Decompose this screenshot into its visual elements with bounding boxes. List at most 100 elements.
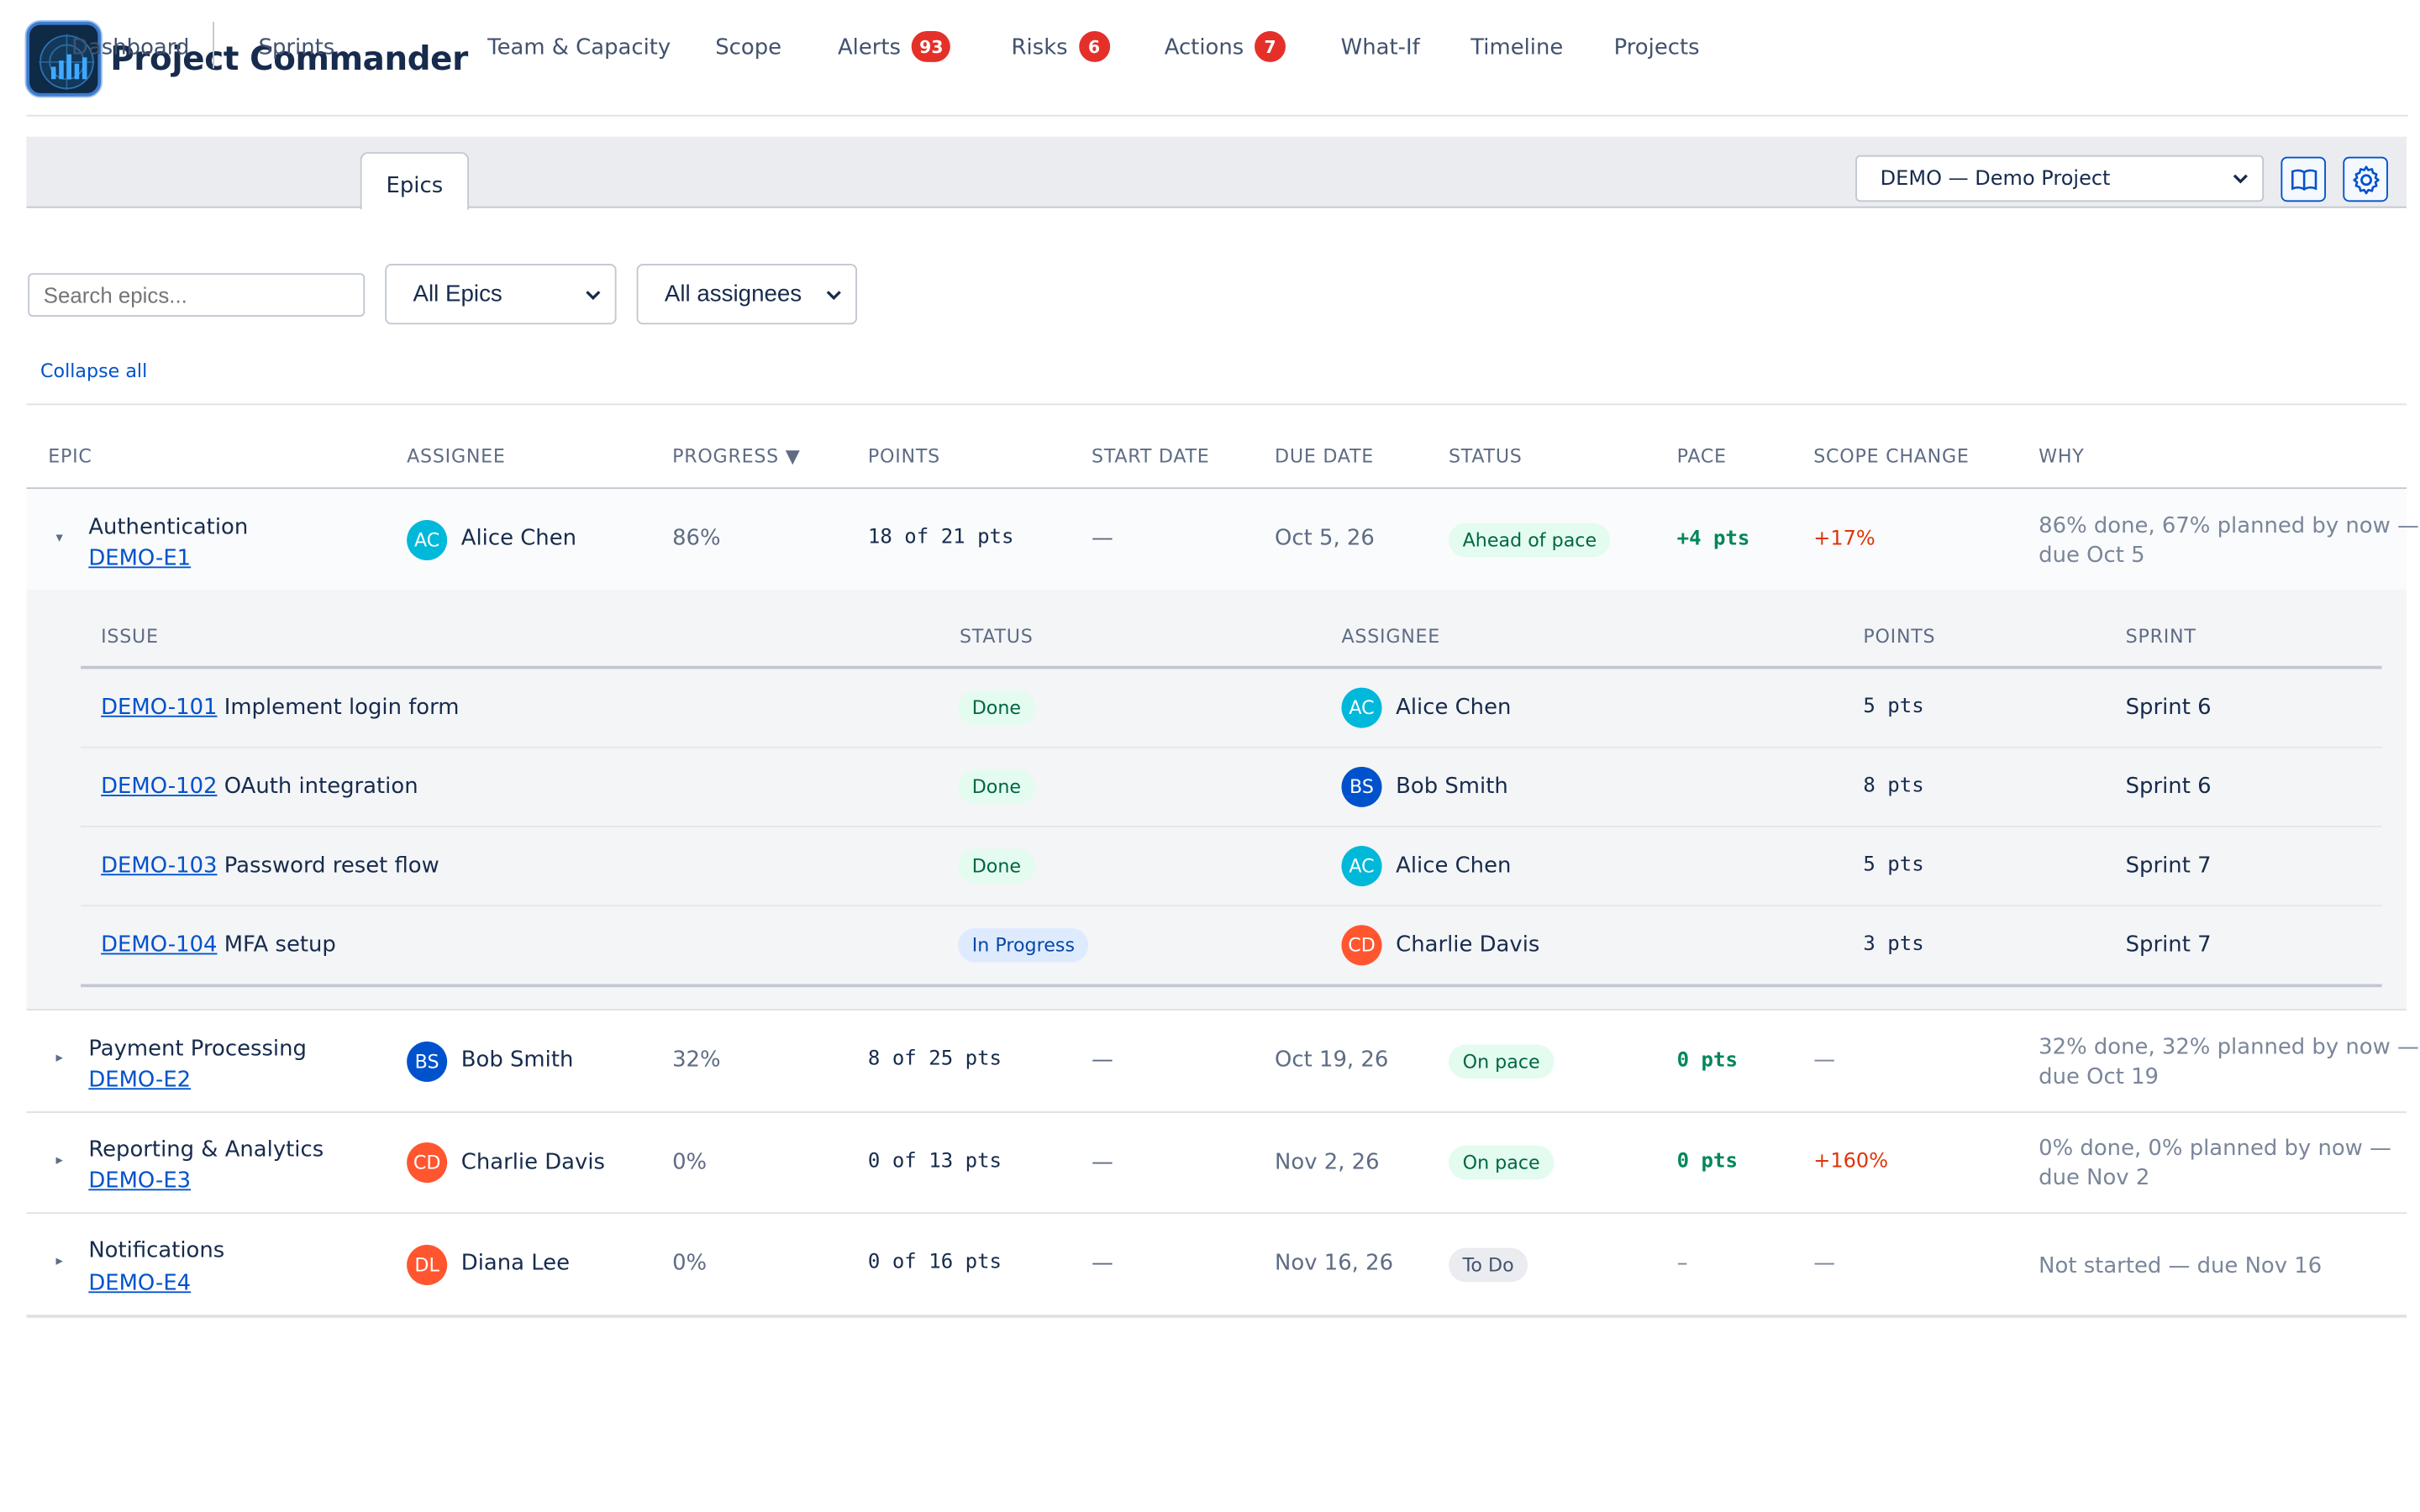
epic-filter-select[interactable]: All Epics — [385, 264, 617, 325]
tab-sprints[interactable]: Sprints — [233, 15, 360, 71]
issue-row[interactable]: DEMO-104 MFA setup — [101, 933, 336, 958]
scope-change-value: — — [1813, 1047, 1836, 1073]
collapse-all-link[interactable]: Collapse all — [40, 360, 148, 382]
progress-value: 32% — [672, 1047, 721, 1073]
tab-timeline[interactable]: Timeline — [1454, 15, 1581, 71]
avatar: AC — [407, 520, 448, 561]
issue-column-header-assignee: ASSIGNEE — [1341, 625, 1441, 648]
settings-button[interactable] — [2343, 156, 2388, 202]
tab-label: Team & Capacity — [487, 35, 671, 61]
epic-name: Notifications — [88, 1234, 224, 1264]
assignee-filter-select[interactable]: All assignees — [636, 264, 857, 325]
tab-what-if[interactable]: What-If — [1323, 15, 1438, 71]
tab-label: Dashboard — [71, 35, 190, 61]
tab-label: Timeline — [1470, 35, 1564, 61]
tab-label: Risks — [1011, 35, 1068, 61]
scope-change-value: +160% — [1813, 1150, 1889, 1173]
sprint-value: Sprint 7 — [2125, 853, 2212, 879]
project-select[interactable]: DEMO — Demo Project — [1855, 155, 2265, 202]
chevron-down-icon — [826, 291, 841, 301]
why-line: 32% done, 32% planned by now — — [2039, 1035, 2419, 1061]
divider — [81, 746, 2382, 748]
column-header-status[interactable]: STATUS — [1448, 445, 1523, 468]
chevron-down-icon — [2233, 174, 2248, 184]
epic-filter-value: All Epics — [413, 281, 502, 307]
issue-key-link[interactable]: DEMO-101 — [101, 695, 218, 721]
avatar: BS — [1341, 766, 1382, 807]
column-header-start-date[interactable]: START DATE — [1092, 445, 1210, 468]
expand-caret-icon[interactable]: ▸ — [55, 1050, 63, 1067]
avatar: AC — [1341, 846, 1382, 887]
epic-key-link[interactable]: DEMO-E2 — [88, 1063, 191, 1093]
points-value: 5 pts — [1863, 853, 1924, 878]
avatar: BS — [407, 1041, 448, 1082]
tab-epics[interactable]: Epics — [360, 152, 470, 210]
column-header-progress[interactable]: PROGRESS ▼ — [672, 445, 801, 468]
issue-row[interactable]: DEMO-103 Password reset flow — [101, 853, 439, 879]
progress-value: 86% — [672, 526, 721, 551]
column-header-scope-change[interactable]: SCOPE CHANGE — [1813, 445, 1970, 468]
issue-key-link[interactable]: DEMO-102 — [101, 774, 218, 800]
tab-label: Alerts — [837, 35, 902, 61]
tab-alerts[interactable]: Alerts 93 — [813, 15, 975, 71]
epic-key-link[interactable]: DEMO-E1 — [88, 542, 191, 571]
column-header-pace[interactable]: PACE — [1676, 445, 1727, 468]
issue-key-link[interactable]: DEMO-104 — [101, 932, 218, 958]
points-value: 8 pts — [1863, 774, 1924, 798]
status-badge: On pace — [1448, 1145, 1555, 1180]
column-header-assignee[interactable]: ASSIGNEE — [407, 445, 506, 468]
epic-key-link[interactable]: DEMO-E3 — [88, 1164, 191, 1194]
tab-actions[interactable]: Actions 7 — [1143, 15, 1307, 71]
epic-key[interactable]: DEMO-E1 — [88, 546, 192, 571]
tab-dashboard[interactable]: Dashboard — [50, 15, 211, 71]
issue-column-header-status: STATUS — [959, 625, 1034, 648]
epic-title: Authentication — [88, 515, 249, 541]
search-input[interactable] — [28, 273, 366, 317]
assignee-name: Alice Chen — [1396, 695, 1512, 721]
issue-column-header-issue: ISSUE — [101, 625, 159, 648]
assignee-name: Alice Chen — [460, 526, 577, 551]
tab-scope[interactable]: Scope — [696, 15, 802, 71]
gear-icon — [2352, 165, 2379, 194]
why-line: 86% done, 67% planned by now — — [2039, 513, 2419, 539]
expand-caret-icon[interactable]: ▸ — [55, 1152, 63, 1169]
divider — [81, 984, 2382, 988]
epic-key[interactable]: DEMO-E2 — [88, 1068, 192, 1093]
status-badge: In Progress — [958, 927, 1089, 963]
divider — [81, 665, 2382, 669]
column-header-points[interactable]: POINTS — [867, 445, 940, 468]
column-header-epic[interactable]: EPIC — [48, 445, 92, 468]
tab-label: Scope — [715, 35, 782, 61]
due-date-value: Nov 2, 26 — [1275, 1150, 1380, 1175]
tab-team-capacity[interactable]: Team & Capacity — [475, 15, 683, 71]
sprint-value: Sprint 6 — [2125, 695, 2212, 721]
tab-label: Epics — [386, 173, 444, 199]
status-badge: Ahead of pace — [1448, 522, 1611, 558]
scope-change-value: — — [1813, 1251, 1836, 1276]
tab-risks[interactable]: Risks 6 — [987, 15, 1134, 71]
epic-key[interactable]: DEMO-E4 — [88, 1271, 192, 1296]
issue-row[interactable]: DEMO-102 OAuth integration — [101, 774, 418, 800]
issue-key-link[interactable]: DEMO-103 — [101, 853, 218, 879]
pace-value: +4 pts — [1676, 528, 1750, 551]
points-value: 0 of 13 pts — [867, 1150, 1002, 1173]
avatar: DL — [407, 1244, 448, 1285]
table-bottom-border — [26, 1315, 2407, 1318]
start-date-value: — — [1092, 526, 1113, 551]
app-logo-icon — [26, 21, 102, 97]
epic-key[interactable]: DEMO-E3 — [88, 1168, 192, 1194]
epic-key-link[interactable]: DEMO-E4 — [88, 1267, 191, 1296]
expand-caret-icon[interactable]: ▸ — [55, 1254, 63, 1270]
alerts-count-badge: 93 — [911, 30, 951, 62]
column-header-due-date[interactable]: DUE DATE — [1275, 445, 1375, 468]
avatar: CD — [407, 1142, 448, 1184]
collapse-caret-icon[interactable]: ▾ — [55, 530, 63, 547]
tab-projects[interactable]: Projects — [1597, 15, 1718, 71]
epic-name: Reporting & Analytics — [88, 1133, 324, 1163]
column-header-why[interactable]: WHY — [2039, 445, 2085, 468]
issue-row[interactable]: DEMO-101 Implement login form — [101, 696, 459, 721]
epic-title: Reporting & Analytics — [88, 1137, 324, 1163]
assignee-name: Diana Lee — [460, 1251, 571, 1276]
docs-button[interactable] — [2281, 156, 2327, 202]
assignee-filter-value: All assignees — [664, 281, 802, 307]
